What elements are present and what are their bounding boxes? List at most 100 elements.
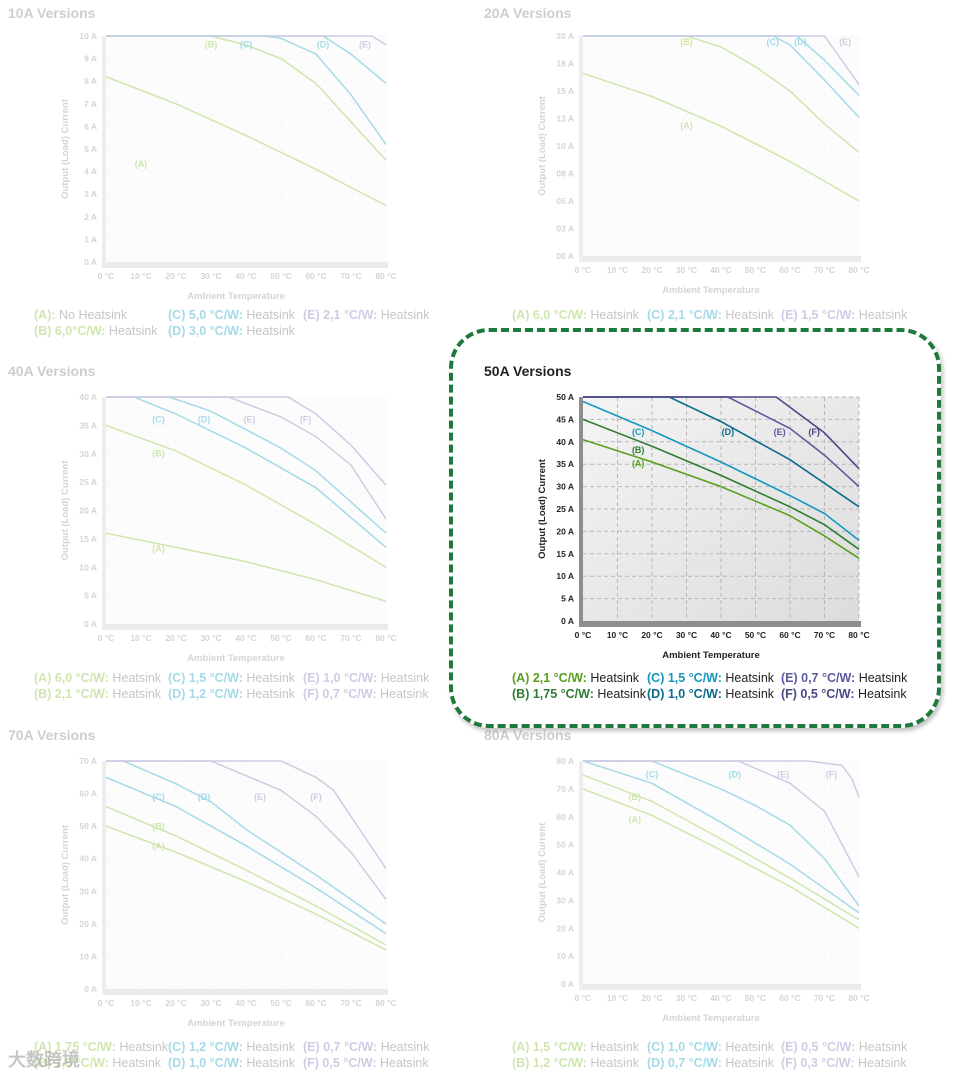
series-label: (A) (152, 841, 165, 851)
y-tick-label: 6 A (84, 121, 97, 131)
x-tick-label: 80 °C (848, 993, 869, 1003)
legend-text: Heatsink (242, 1040, 296, 1054)
legend-code: (D) 0,7 °C/W: (647, 1056, 722, 1070)
legend-item: (D) 0,7 °C/W: Heatsink (647, 1056, 774, 1070)
legend-item: (C) 1,0 °C/W: Heatsink (647, 1040, 774, 1054)
legend-code: (E) 0,7 °C/W: (781, 671, 856, 685)
x-tick-label: 80 °C (375, 998, 396, 1008)
x-tick-label: 70 °C (340, 633, 361, 643)
x-tick-label: 50 °C (745, 630, 766, 640)
legend-code: (C) 1,0 °C/W: (647, 1040, 722, 1054)
x-tick-label: 50 °C (270, 633, 291, 643)
y-tick-label: 40 A (556, 437, 574, 447)
x-axis-title: Ambient Temperature (662, 650, 759, 661)
legend-text: Heatsink (376, 687, 429, 701)
y-axis-title: Output (Load) Current (60, 98, 71, 199)
legend-item: (D) 1,2 °C/W: Heatsink (168, 687, 295, 701)
series-label: (E) (359, 39, 371, 49)
plot-background (106, 36, 386, 262)
legend-code: (D) 1,0 °C/W: (168, 1056, 243, 1070)
series-label: (B) (680, 37, 693, 47)
series-line-b (105, 424, 387, 568)
x-axis-title: Ambient Temperature (187, 291, 284, 302)
legend-text: Heatsink (721, 1056, 775, 1070)
legend-item: (F) 0,5 °C/W: Heatsink (781, 687, 907, 701)
y-tick-label: 60 A (556, 812, 574, 822)
x-tick-label: 60 °C (779, 265, 800, 275)
y-tick-label: 5 A (561, 594, 574, 604)
y-tick-label: 5 A (84, 591, 97, 601)
legend-item: (C) 2,1 °C/W: Heatsink (647, 308, 774, 322)
series-line-e (583, 760, 860, 878)
legend-item: (C) 1,5 °C/W: Heatsink (647, 671, 774, 685)
legend-code: (C) 1,5 °C/W: (168, 671, 243, 685)
x-tick-label: 40 °C (235, 998, 256, 1008)
series-line-f (106, 396, 387, 486)
x-tick-label: 50 °C (270, 271, 291, 281)
series-line-b (582, 418, 860, 550)
legend-item: (D) 1,0 °C/W: Heatsink (647, 687, 774, 701)
legend-code: (E) 2,1 °C/W: (303, 308, 378, 322)
legend-text: Heatsink (586, 1040, 640, 1054)
series-label: (D) (317, 39, 330, 49)
legend-code: (F) 0,3 °C/W: (781, 1056, 855, 1070)
x-tick-label: 60 °C (305, 271, 326, 281)
y-tick-label: 60 A (79, 789, 97, 799)
legend-text: Heatsink (377, 308, 430, 322)
series-label: (C) (632, 427, 645, 437)
series-label: (A) (629, 814, 642, 824)
x-tick-label: 60 °C (305, 998, 326, 1008)
series-label: (C) (152, 792, 165, 802)
legend-code: (C) 2,1 °C/W: (647, 308, 722, 322)
y-tick-label: 20 A (556, 526, 574, 536)
legend-code: (B) 6,0°C/W: (34, 324, 106, 338)
series-line-b (583, 35, 860, 154)
series-label: (A) (152, 543, 165, 553)
series-line-e (106, 760, 387, 900)
x-axis-bar (583, 256, 861, 262)
chart-title: 70A Versions (8, 727, 96, 743)
y-tick-label: 30 A (79, 449, 97, 459)
x-axis-bar (583, 621, 861, 627)
series-line-d (106, 396, 387, 534)
y-tick-label: 15 A (556, 549, 574, 559)
y-tick-label: 45 A (556, 414, 574, 424)
y-tick-label: 80 A (556, 756, 574, 766)
x-tick-label: 40 °C (710, 993, 731, 1003)
legend-item: (A) 1,75 °C/W: Heatsink (34, 1040, 168, 1054)
x-tick-label: 10 °C (130, 998, 151, 1008)
legend-code: (A) 1,5 °C/W: (512, 1040, 587, 1054)
x-tick-label: 70 °C (814, 630, 835, 640)
series-line-d (106, 35, 387, 85)
x-tick-label: 10 °C (607, 265, 628, 275)
series-label: (B) (152, 821, 165, 831)
legend-text: Heatsink (855, 671, 908, 685)
series-line-e (106, 396, 387, 520)
legend-text: Heatsink (721, 308, 775, 322)
x-axis-bar (106, 624, 388, 630)
legend-text: Heatsink (242, 324, 296, 338)
legend-item: (A) 6,0 °C/W: Heatsink (34, 671, 161, 685)
x-axis-title: Ambient Temperature (187, 1018, 284, 1029)
x-tick-label: 10 °C (130, 633, 151, 643)
legend-item: (A): No Heatsink (34, 308, 127, 322)
legend-code: (D) 1,0 °C/W: (647, 687, 722, 701)
y-tick-label: 03 A (556, 224, 574, 234)
series-line-a (582, 438, 860, 559)
y-axis-bar (102, 36, 106, 268)
y-tick-label: 30 A (556, 895, 574, 905)
legend-text: Heatsink (105, 324, 158, 338)
x-tick-label: 50 °C (745, 993, 766, 1003)
legend-code: (A) 1,75 °C/W: (34, 1040, 116, 1054)
y-tick-label: 20 A (79, 919, 97, 929)
series-line-e (583, 35, 860, 85)
series-line-d (583, 35, 860, 96)
series-line-c (582, 400, 860, 542)
y-tick-label: 70 A (556, 784, 574, 794)
legend-code: (B) 2,1 °C/W: (34, 687, 109, 701)
legend-item: (B) 6,0°C/W: Heatsink (34, 324, 158, 338)
